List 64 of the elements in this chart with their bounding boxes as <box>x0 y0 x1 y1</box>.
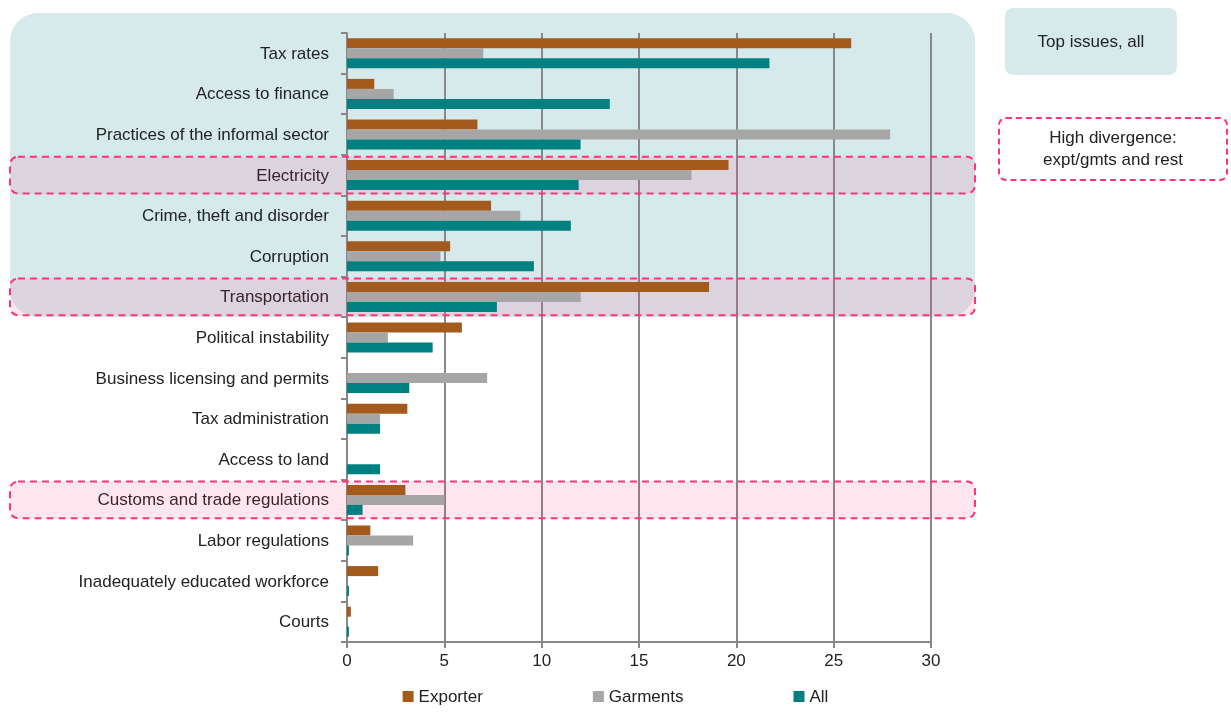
y-tick-label: Access to land <box>218 449 329 469</box>
legend-label: All <box>809 687 829 706</box>
bar <box>347 38 852 49</box>
y-tick-label: Tax administration <box>191 409 329 429</box>
x-tick-label: 15 <box>629 651 649 670</box>
y-tick-label: Customs and trade regulations <box>97 490 329 510</box>
bar <box>347 413 381 424</box>
bar <box>347 281 710 292</box>
y-tick-label: Access to finance <box>195 84 329 104</box>
x-tick-label: 30 <box>921 651 941 670</box>
bar <box>347 210 521 221</box>
bar <box>347 566 379 577</box>
bar <box>347 332 388 343</box>
y-tick-label: Tax rates <box>260 43 329 63</box>
bar <box>347 383 410 394</box>
key-box: Top issues, all <box>1005 8 1177 75</box>
bar <box>347 180 579 191</box>
y-tick-label: Political instability <box>195 328 330 347</box>
bar <box>347 251 441 262</box>
bar <box>347 301 497 312</box>
legend-label: Garments <box>608 687 684 706</box>
bar <box>347 484 406 495</box>
bar <box>347 606 351 617</box>
bar <box>347 220 571 231</box>
bar <box>347 129 891 140</box>
x-tick-label: 25 <box>824 651 844 670</box>
bar <box>347 241 451 252</box>
legend-label: Exporter <box>418 687 484 706</box>
x-tick-label: 0 <box>342 651 352 670</box>
bar <box>347 342 433 353</box>
y-tick-label: Electricity <box>256 165 330 185</box>
bar <box>347 535 414 546</box>
bar <box>347 48 484 59</box>
bar <box>347 119 478 130</box>
x-tick-label: 5 <box>439 651 450 670</box>
y-tick-label: Transportation <box>220 287 329 307</box>
bar <box>347 504 363 515</box>
bar <box>347 98 610 109</box>
bar <box>347 322 462 333</box>
bar <box>347 170 692 181</box>
bar <box>347 139 581 150</box>
bar <box>347 291 581 302</box>
bar <box>347 403 408 414</box>
bar <box>347 78 375 89</box>
y-tick-label: Business licensing and permits <box>95 368 329 388</box>
bar <box>347 261 534 272</box>
y-tick-label: Practices of the informal sector <box>95 125 330 144</box>
bar <box>347 160 729 171</box>
bar <box>347 423 381 434</box>
bar <box>347 88 394 99</box>
bar <box>347 373 488 384</box>
x-tick-label: 20 <box>726 651 746 670</box>
y-tick-label: Courts <box>278 612 329 632</box>
x-tick-label: 10 <box>532 651 552 670</box>
y-tick-label: Labor regulations <box>197 531 329 550</box>
y-tick-label: Inadequately educated workforce <box>78 571 329 591</box>
y-tick-label: Crime, theft and disorder <box>141 206 330 226</box>
bar <box>347 200 492 211</box>
y-tick-label: Corruption <box>249 246 329 266</box>
bar <box>347 525 371 536</box>
text: High divergence: expt/gmts and rest <box>1042 127 1184 171</box>
bar <box>347 58 770 69</box>
bar <box>347 494 445 505</box>
bar <box>347 464 381 475</box>
